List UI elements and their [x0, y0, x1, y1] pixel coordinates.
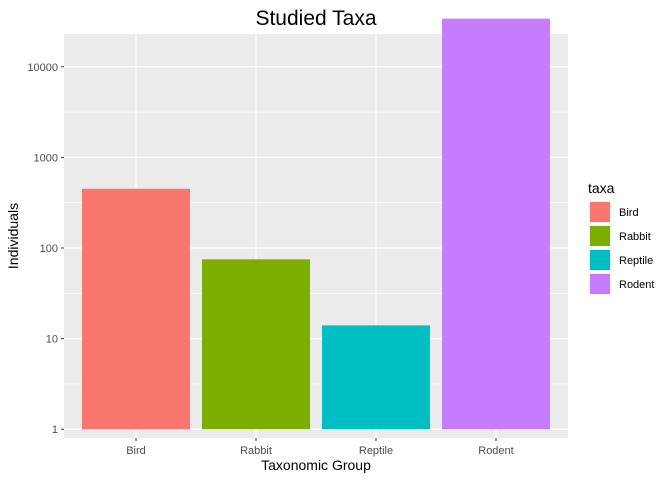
- legend-swatch-rabbit: [590, 226, 610, 246]
- legend-swatch-reptile: [590, 250, 610, 270]
- y-axis: 1 10 100 1000 10000: [27, 62, 64, 436]
- bar-bird: [82, 188, 190, 430]
- legend-swatch-rodent: [590, 274, 610, 294]
- x-tick-label: Bird: [126, 445, 146, 457]
- bar-rabbit: [202, 259, 310, 430]
- legend: taxa Bird Rabbit Reptile Rodent: [588, 180, 654, 295]
- legend-label: Reptile: [619, 255, 653, 267]
- bar-reptile: [322, 325, 430, 430]
- y-tick-label: 1: [52, 424, 58, 436]
- y-axis-title: Individuals: [5, 203, 21, 269]
- y-tick-label: 100: [40, 243, 58, 255]
- x-axis-title: Taxonomic Group: [261, 457, 371, 473]
- y-tick-label: 1000: [34, 152, 58, 164]
- legend-items: Bird Rabbit Reptile Rodent: [589, 201, 654, 295]
- bars: [82, 18, 550, 430]
- x-tick-label: Rabbit: [240, 445, 272, 457]
- bar-rodent: [442, 18, 550, 430]
- legend-title: taxa: [588, 180, 615, 196]
- legend-label: Bird: [619, 207, 639, 219]
- legend-label: Rabbit: [619, 231, 651, 243]
- y-tick-label: 10000: [27, 62, 58, 74]
- chart-title: Studied Taxa: [255, 7, 376, 30]
- legend-swatch-bird: [590, 202, 610, 222]
- x-axis: Bird Rabbit Reptile Rodent: [126, 438, 514, 457]
- legend-label: Rodent: [619, 279, 654, 291]
- y-tick-label: 10: [46, 334, 58, 346]
- x-tick-label: Reptile: [359, 445, 393, 457]
- x-tick-label: Rodent: [478, 445, 513, 457]
